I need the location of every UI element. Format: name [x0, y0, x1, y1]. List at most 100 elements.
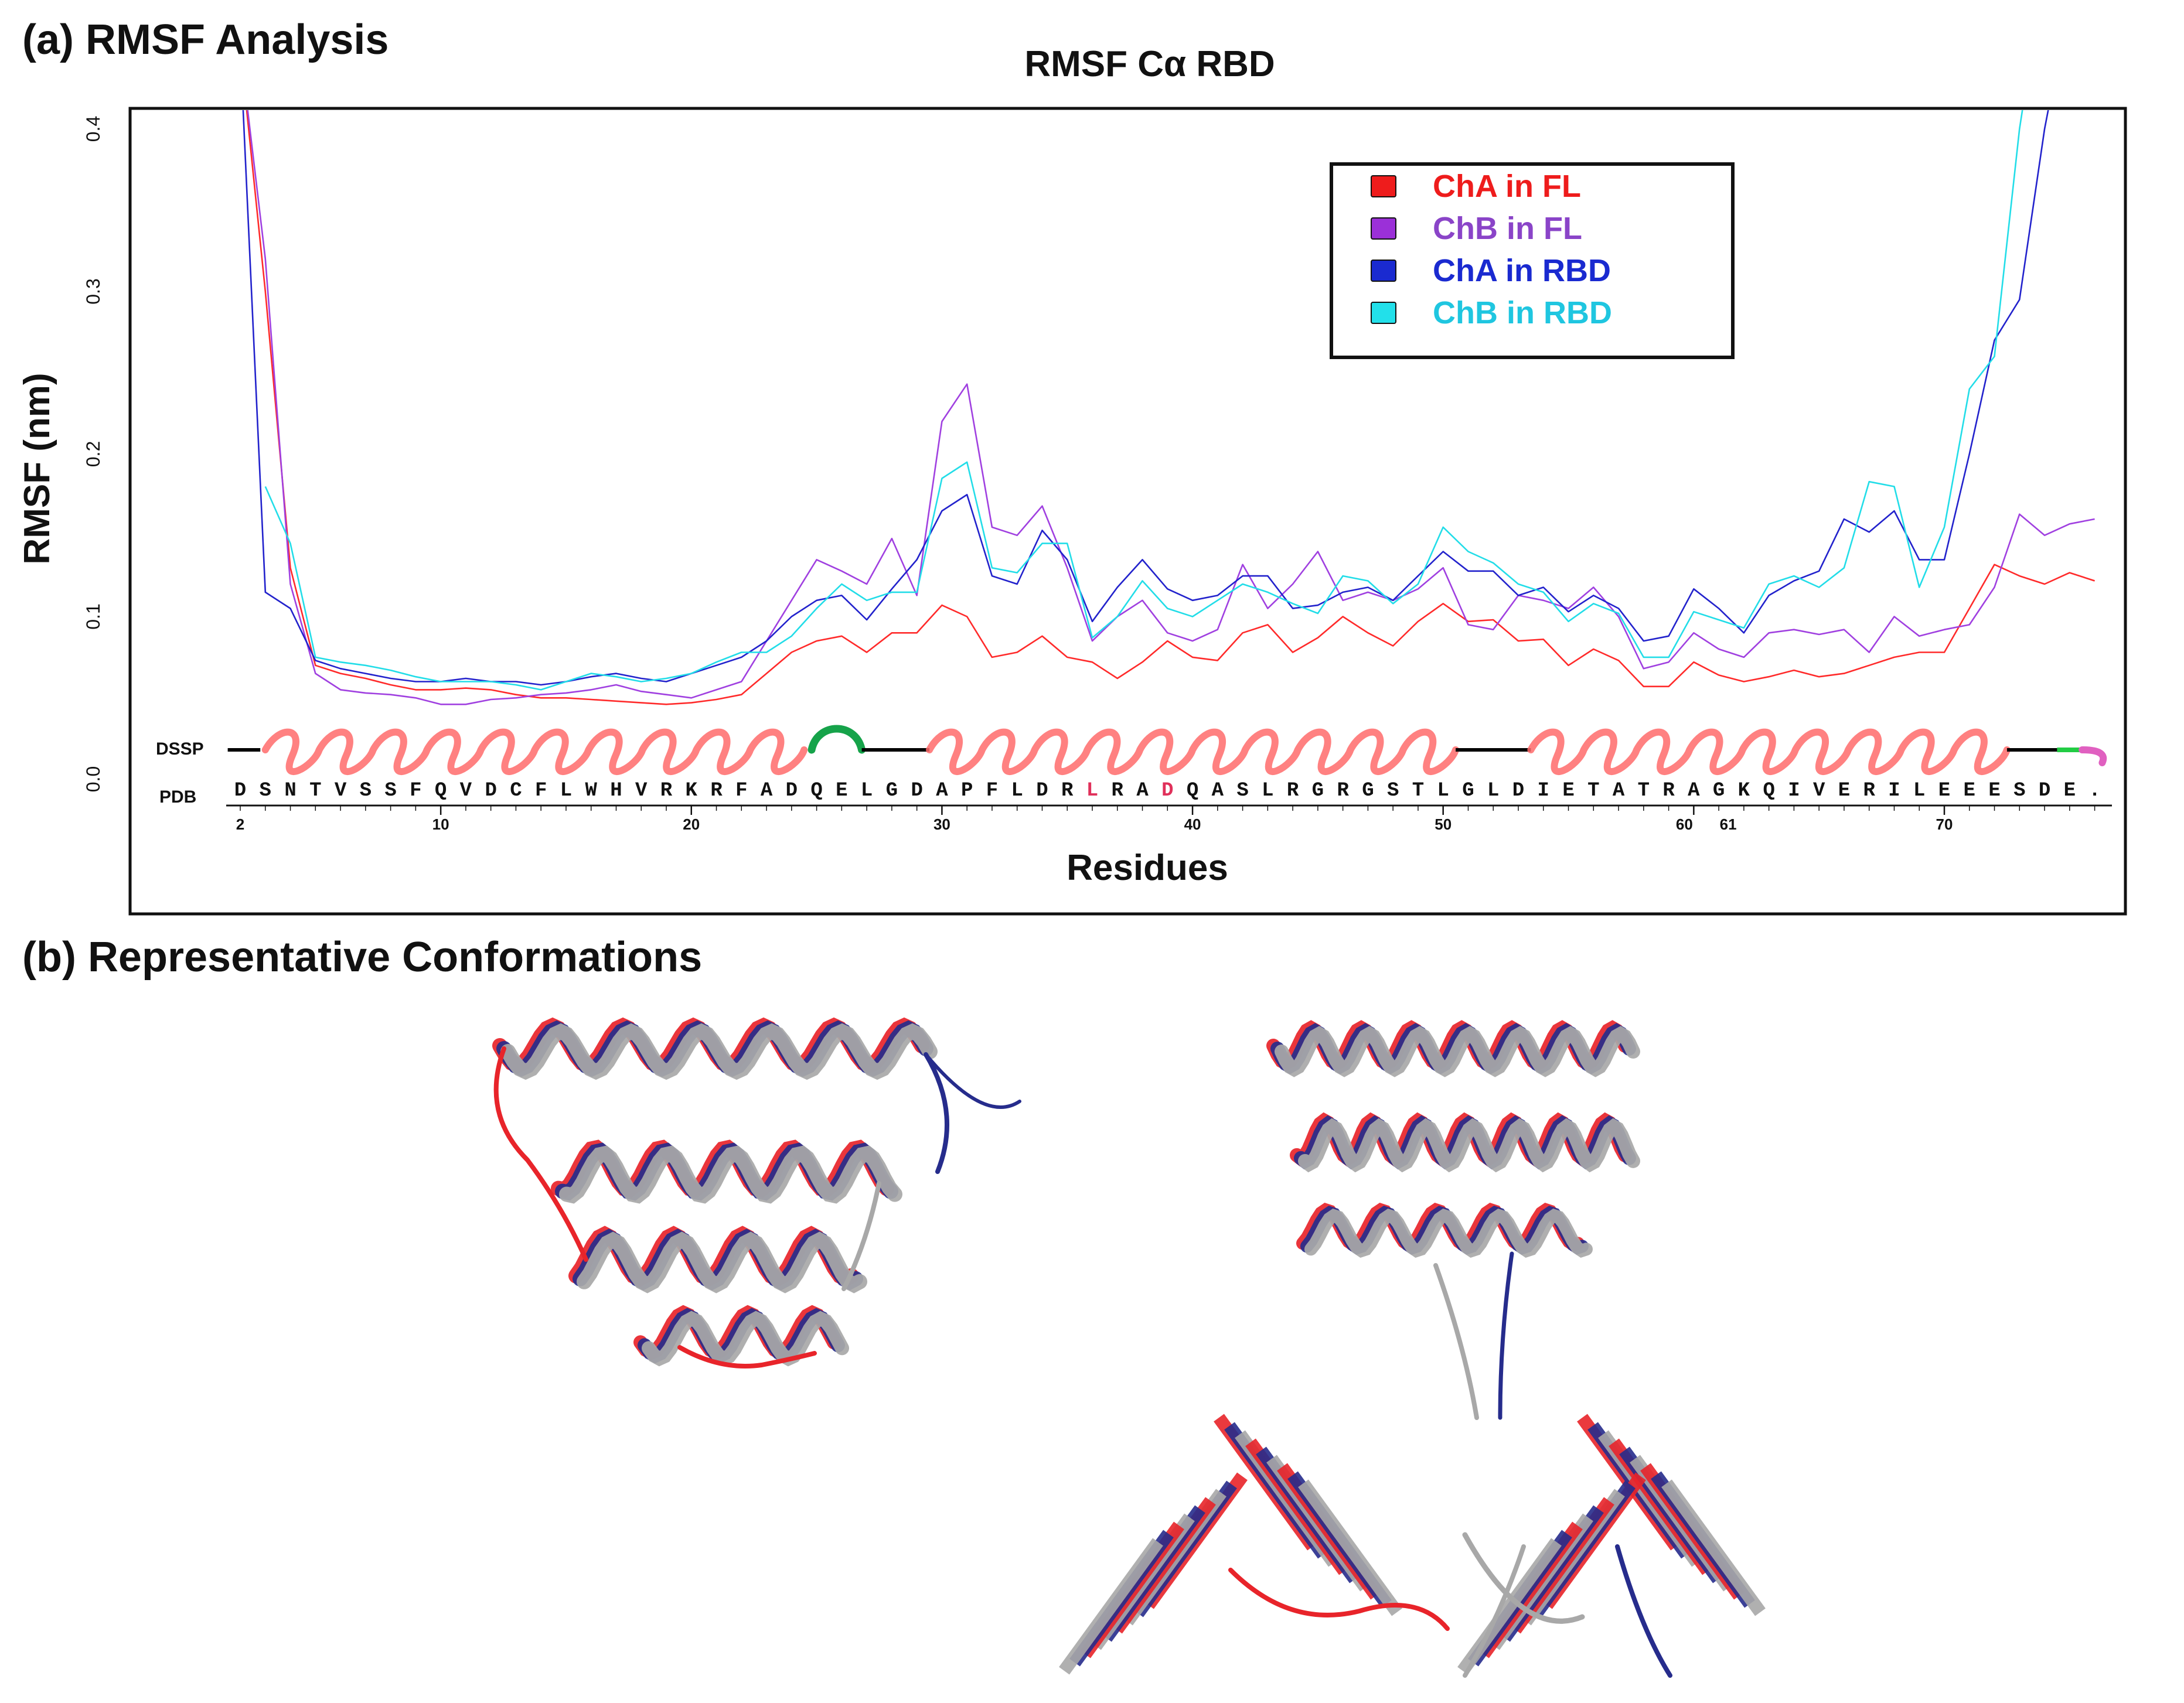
y-axis-label: RMSF (nm): [17, 373, 57, 564]
sequence-residue: E: [1938, 780, 1950, 802]
dssp-terminus: [2079, 746, 2107, 766]
residue-tick-label: 50: [1435, 815, 1452, 833]
helix-ribbon: [1298, 1118, 1640, 1173]
loop-strand: [841, 1181, 881, 1291]
sequence-residue: C: [510, 780, 522, 802]
sequence-residue: Q: [1763, 780, 1774, 802]
legend-swatch: [1371, 217, 1396, 240]
sequence-residue: H: [610, 780, 622, 802]
sequence-residue: D: [2039, 780, 2050, 802]
sequence-residue: D: [485, 780, 496, 802]
sequence-residue: L: [1086, 780, 1098, 802]
sequence-residue: L: [1487, 780, 1499, 802]
dssp-helix: [1527, 728, 2011, 775]
legend-entry: ChA in FL: [1433, 169, 1581, 204]
sequence-residue: F: [735, 780, 747, 802]
sequence-residue: W: [585, 780, 598, 802]
loop-strand: [1462, 1532, 1585, 1624]
loop-strand: [493, 1046, 588, 1262]
sequence-residue: I: [1888, 780, 1900, 802]
sequence-residue: K: [686, 780, 698, 802]
loop-strand: [677, 1345, 817, 1368]
sequence-residue: R: [1662, 780, 1675, 802]
chart-title: RMSF Cα RBD: [1024, 44, 1275, 84]
sequence-residue: G: [886, 780, 898, 802]
y-tick-label: 0.3: [83, 278, 104, 304]
helix-ribbon: [559, 1145, 902, 1204]
sequence-residue: R: [1112, 780, 1124, 802]
loop-strand: [1463, 1544, 1526, 1678]
sequence-residue: P: [961, 780, 973, 802]
sequence-residue: D: [911, 780, 922, 802]
loop-strand: [1228, 1568, 1450, 1631]
legend: ChA in FL ChB in FL ChA in RBD ChB in RBD: [1330, 162, 1735, 359]
legend-entry: ChB in RBD: [1433, 295, 1612, 330]
sequence-residue: R: [1337, 780, 1349, 802]
sequence-residue: Q: [1187, 780, 1198, 802]
full-length-conformation-image: [1059, 1020, 1766, 1678]
loop-strand: [1615, 1544, 1672, 1678]
loop-strand: [924, 1052, 949, 1174]
sequence-residue: G: [1362, 780, 1374, 802]
sequence-residue: V: [1813, 780, 1825, 802]
sequence-residue: F: [986, 780, 998, 802]
helix-ribbon: [577, 1231, 867, 1294]
helix-ribbon: [1275, 1026, 1640, 1077]
helix-ribbon: [500, 1023, 938, 1080]
dssp-turn: [807, 725, 866, 754]
dssp-helix: [926, 728, 1460, 775]
sequence-residue: T: [1412, 780, 1424, 802]
sequence-residue: G: [1713, 780, 1725, 802]
panel-a-title: (a) RMSF Analysis: [22, 16, 389, 63]
sequence-residue: D: [786, 780, 798, 802]
beta-strand: [1298, 1479, 1402, 1616]
sequence-residue: R: [660, 780, 673, 802]
legend-entry: ChB in FL: [1433, 211, 1582, 246]
sequence-residue: L: [1437, 780, 1449, 802]
sequence-residue: F: [410, 780, 421, 802]
residue-tick-label: 20: [683, 815, 700, 833]
loop-strand: [1498, 1251, 1514, 1420]
sequence-residue: D: [1036, 780, 1048, 802]
sequence-residue: T: [309, 780, 321, 802]
sequence-residue: S: [360, 780, 372, 802]
dssp-label: DSSP: [156, 739, 204, 759]
sequence-residue: R: [1863, 780, 1876, 802]
sequence-residue: L: [1262, 780, 1273, 802]
sequence-residue: S: [384, 780, 396, 802]
sequence-residue: F: [535, 780, 547, 802]
y-tick-label: 0.4: [83, 116, 104, 142]
residue-tick-label: 60: [1676, 815, 1693, 833]
sequence-residue: L: [560, 780, 572, 802]
helix-ribbon: [1304, 1208, 1593, 1258]
sequence-residue: A: [1613, 780, 1625, 802]
legend-swatch: [1371, 175, 1396, 197]
sequence-residue: E: [1838, 780, 1850, 802]
legend-swatch: [1371, 260, 1396, 282]
residue-axis: 2 10 20 30 40 50 60 61 70: [226, 804, 2112, 833]
sequence-residue: G: [1462, 780, 1474, 802]
sequence-residue: E: [1988, 780, 2000, 802]
sequence-residue: T: [1587, 780, 1599, 802]
legend-swatch: [1371, 302, 1396, 324]
sequence-residue: S: [1236, 780, 1248, 802]
sequence-residue: L: [1011, 780, 1023, 802]
y-tick-label: 0.1: [83, 603, 104, 629]
series-line-cha-in-rbd: [242, 110, 2049, 686]
sequence-residue: Q: [435, 780, 447, 802]
sequence-residue: I: [1538, 780, 1549, 802]
panel-b-title: (b) Representative Conformations: [22, 934, 702, 981]
sequence-residue: G: [1312, 780, 1324, 802]
y-tick-label: 0.2: [83, 441, 104, 467]
sequence-residue: E: [1562, 780, 1574, 802]
sequence-residue: L: [861, 780, 873, 802]
sequence-residue: L: [1913, 780, 1925, 802]
series-line-chb-in-fl: [247, 110, 2095, 705]
sequence-residue: I: [1788, 780, 1800, 802]
sequence-residue: A: [936, 780, 948, 802]
sequence-residue: N: [284, 780, 296, 802]
sequence-residue: D: [234, 780, 246, 802]
series-line-chb-in-rbd: [264, 110, 2023, 691]
